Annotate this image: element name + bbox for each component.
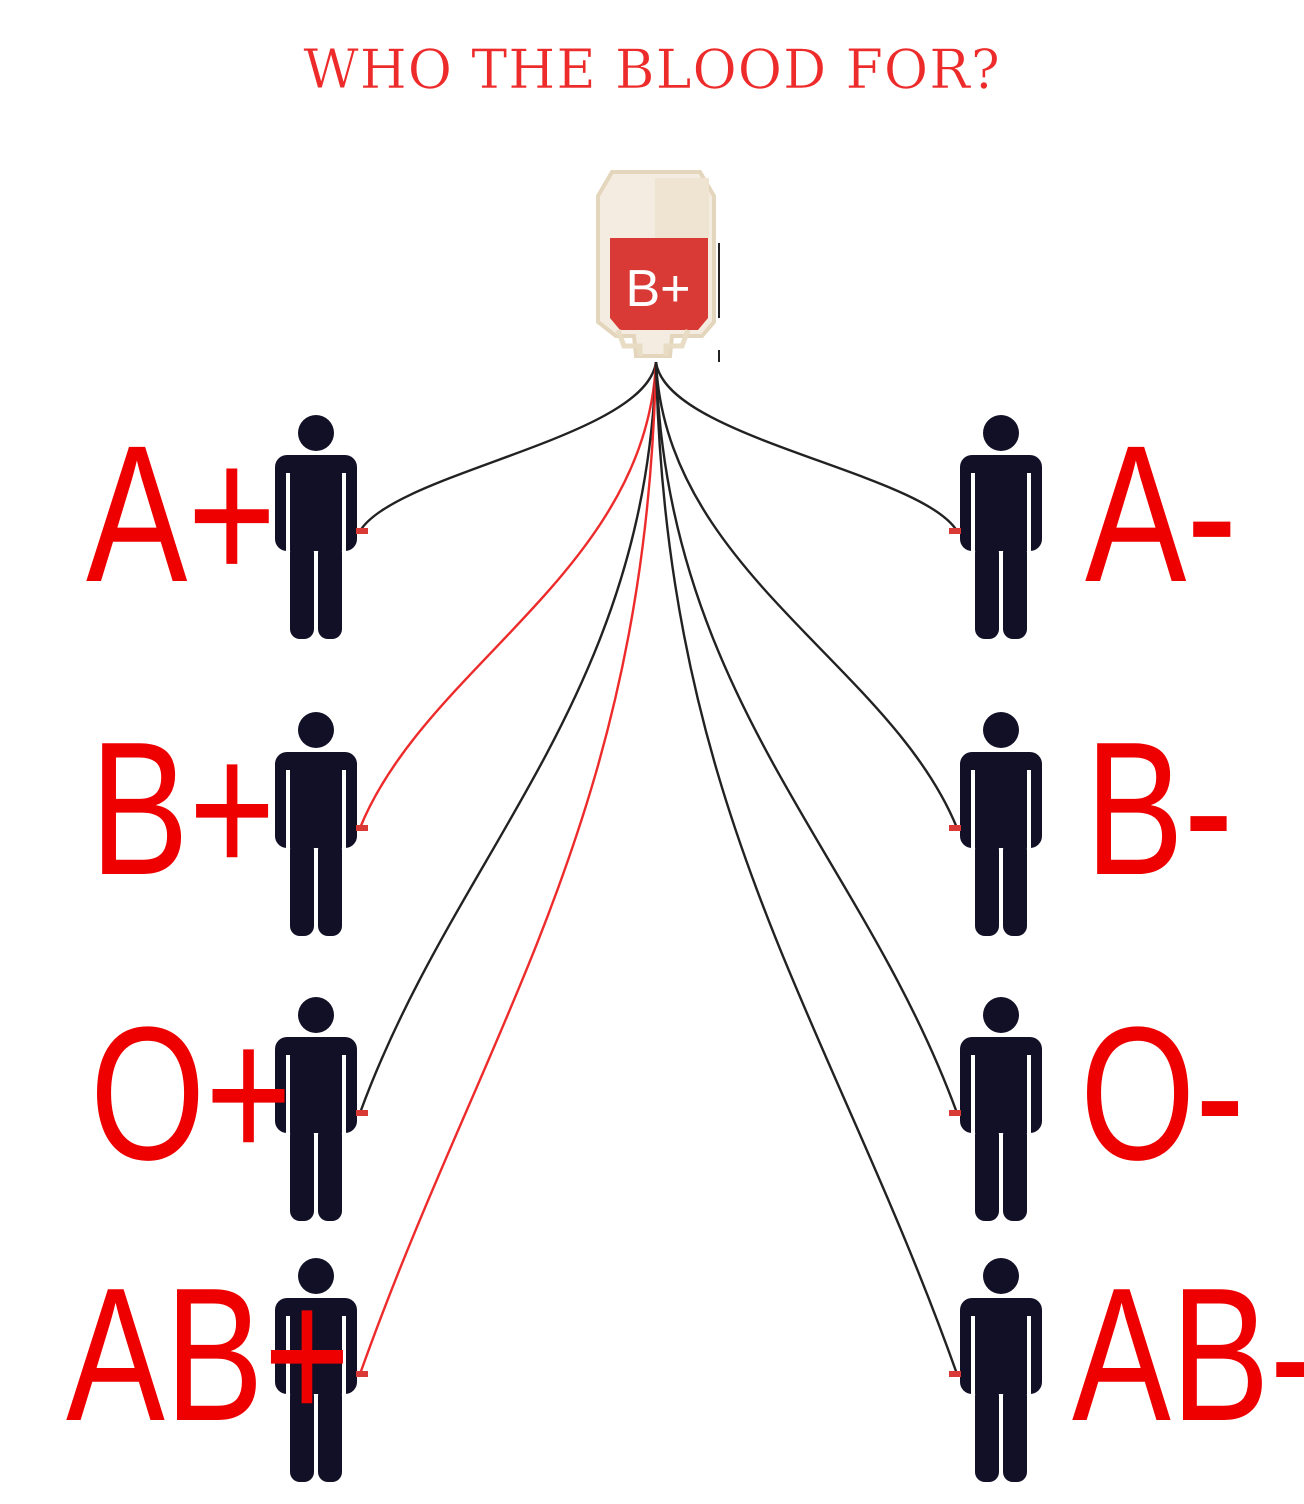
connection-line-a-plus <box>358 361 658 532</box>
iv-connector-o-minus <box>949 1110 961 1116</box>
blood-bag-tube <box>615 329 691 356</box>
iv-connector-a-minus <box>949 528 961 534</box>
person-icon-a-minus <box>960 415 1042 639</box>
connection-line-o-minus <box>654 361 959 1114</box>
person-icon-o-plus <box>275 997 357 1221</box>
recipient-label-a-minus: A- <box>1085 405 1238 623</box>
recipient-label-a-plus: A+ <box>86 405 277 623</box>
connection-line-a-minus <box>654 361 959 532</box>
iv-connector-o-plus <box>356 1110 368 1116</box>
recipients <box>275 415 1042 1482</box>
recipient-label-o-plus: O+ <box>90 988 292 1200</box>
blood-bag-fill <box>610 238 708 330</box>
connection-line-b-plus <box>358 361 658 829</box>
connection-line-ab-minus <box>654 361 959 1375</box>
person-icon-o-minus <box>960 997 1042 1221</box>
person-icon-b-minus <box>960 712 1042 936</box>
connection-line-o-plus <box>358 361 658 1114</box>
iv-connector-ab-plus <box>356 1371 368 1377</box>
iv-connector-a-plus <box>356 528 368 534</box>
recipient-label-ab-minus: AB- <box>1072 1249 1304 1461</box>
recipient-label-ab-plus: AB+ <box>66 1249 351 1461</box>
recipient-label-b-plus: B+ <box>90 703 276 915</box>
recipient-label-o-minus: O- <box>1080 988 1245 1200</box>
iv-connector-ab-minus <box>949 1371 961 1377</box>
iv-connector-b-minus <box>949 825 961 831</box>
person-icon-b-plus <box>275 712 357 936</box>
person-icon-ab-minus <box>960 1258 1042 1482</box>
blood-bag-highlight <box>655 178 709 238</box>
connection-lines <box>358 361 959 1375</box>
diagram-title: WHO THE BLOOD FOR? <box>303 38 1001 102</box>
iv-connector-b-plus <box>356 825 368 831</box>
blood-bag-icon: B+ <box>596 170 720 362</box>
donor-type-label: B+ <box>625 260 690 318</box>
recipient-label-b-minus: B- <box>1085 703 1234 915</box>
connection-line-b-minus <box>654 361 959 829</box>
person-icon-a-plus <box>275 415 357 639</box>
connection-line-ab-plus <box>358 361 658 1375</box>
person-icon-ab-plus <box>275 1258 357 1482</box>
